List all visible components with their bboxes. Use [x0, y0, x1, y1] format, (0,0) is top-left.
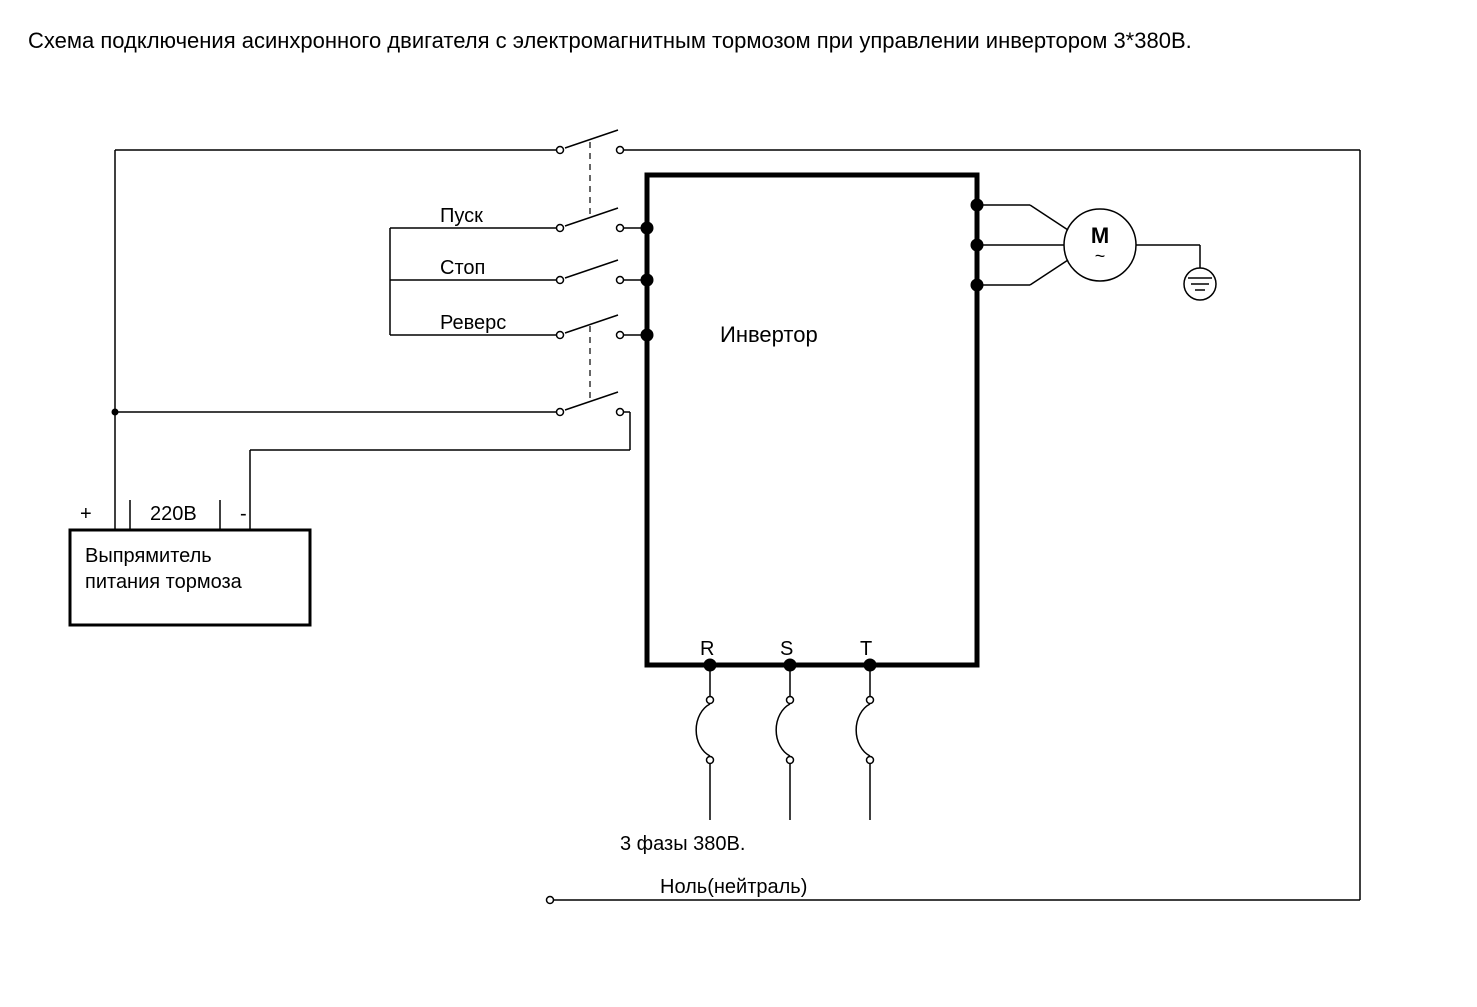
inverter-terminal-stop — [641, 274, 653, 286]
phase-r-label: R — [700, 638, 714, 660]
inverter-terminal-reverse — [641, 329, 653, 341]
start-label: Пуск — [440, 205, 483, 227]
three-phase-label: 3 фазы 380В. — [620, 833, 745, 855]
motor-letter: M — [1091, 223, 1109, 248]
switch-top — [557, 130, 624, 154]
inverter-label: Инвертор — [720, 322, 818, 347]
stop-label: Стоп — [440, 257, 485, 279]
ground-symbol — [1136, 245, 1216, 300]
neutral-label: Ноль(нейтраль) — [660, 876, 807, 898]
rectifier-label-2: питания тормоза — [85, 571, 243, 593]
wiring-diagram-svg: Инвертор R S T M ~ — [0, 0, 1477, 1007]
reverse-label: Реверс — [440, 312, 506, 334]
neutral-end-node — [547, 897, 554, 904]
phase-s-label: S — [780, 638, 793, 660]
phase-t-label: T — [860, 638, 872, 660]
switch-stop — [557, 260, 624, 284]
wiring-diagram-page: Схема подключения асинхронного двигателя… — [0, 0, 1477, 1007]
motor-tilde: ~ — [1095, 246, 1106, 266]
motor-wires — [977, 205, 1068, 285]
switch-to-inverter-wires — [623, 228, 641, 335]
power-input — [696, 665, 873, 820]
plus-label: + — [80, 503, 92, 525]
inverter-terminal-start — [641, 222, 653, 234]
inverter-box — [647, 175, 977, 665]
rectifier-label-1: Выпрямитель — [85, 545, 212, 567]
minus-label: - — [240, 503, 247, 525]
motor-symbol: M ~ — [1064, 209, 1136, 281]
voltage-220-label: 220В — [150, 503, 197, 525]
